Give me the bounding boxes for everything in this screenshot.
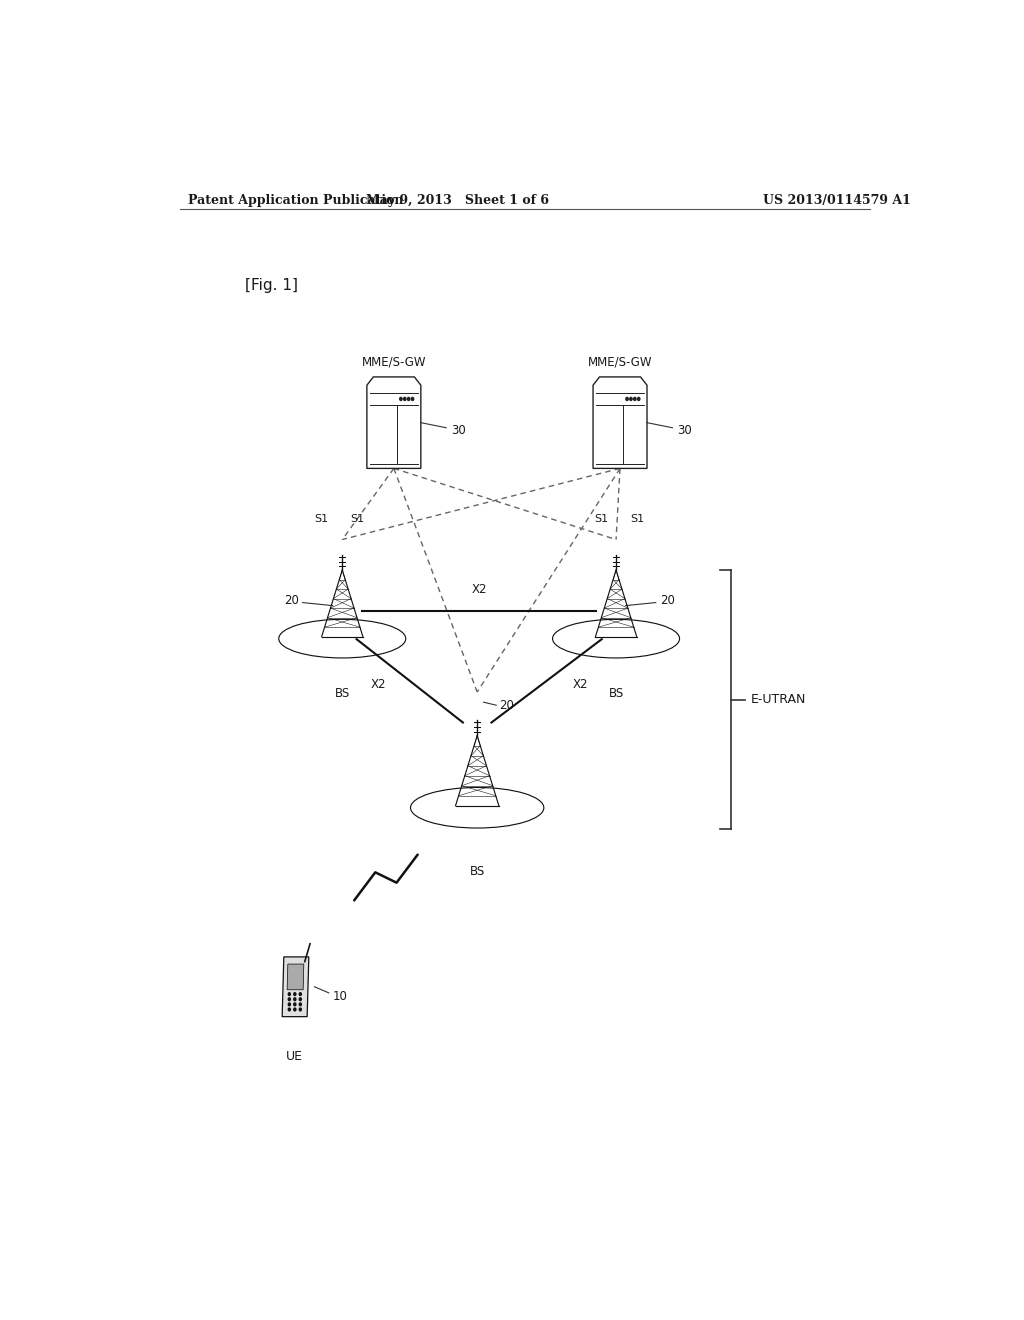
Text: 30: 30	[451, 424, 466, 437]
Polygon shape	[283, 957, 309, 1016]
Polygon shape	[287, 964, 304, 990]
Text: May 9, 2013   Sheet 1 of 6: May 9, 2013 Sheet 1 of 6	[366, 194, 549, 207]
Circle shape	[289, 1003, 291, 1006]
Text: X2: X2	[471, 583, 487, 597]
Text: BS: BS	[470, 865, 484, 878]
Text: 20: 20	[500, 698, 514, 711]
Circle shape	[399, 397, 402, 400]
Circle shape	[626, 397, 629, 400]
Circle shape	[299, 1008, 301, 1011]
Text: MME/S-GW: MME/S-GW	[588, 356, 652, 368]
Text: S1: S1	[350, 515, 365, 524]
Circle shape	[299, 1003, 301, 1006]
Text: 20: 20	[284, 594, 299, 607]
Circle shape	[294, 998, 296, 1001]
Circle shape	[630, 397, 632, 400]
Circle shape	[634, 397, 636, 400]
Text: 10: 10	[333, 990, 347, 1003]
Circle shape	[294, 1008, 296, 1011]
Text: BS: BS	[335, 686, 350, 700]
Text: X2: X2	[572, 678, 588, 690]
Circle shape	[412, 397, 414, 400]
Circle shape	[294, 993, 296, 995]
Text: UE: UE	[286, 1049, 303, 1063]
Text: S1: S1	[594, 515, 608, 524]
Text: Patent Application Publication: Patent Application Publication	[187, 194, 403, 207]
Text: S1: S1	[631, 515, 644, 524]
Text: MME/S-GW: MME/S-GW	[361, 356, 426, 368]
Text: 30: 30	[677, 424, 692, 437]
Text: [Fig. 1]: [Fig. 1]	[246, 279, 298, 293]
Circle shape	[289, 993, 291, 995]
Circle shape	[289, 1008, 291, 1011]
Circle shape	[408, 397, 410, 400]
Text: E-UTRAN: E-UTRAN	[751, 693, 806, 706]
Text: BS: BS	[608, 686, 624, 700]
Text: 20: 20	[659, 594, 675, 607]
Circle shape	[294, 1003, 296, 1006]
Circle shape	[638, 397, 640, 400]
Text: X2: X2	[371, 678, 386, 690]
Circle shape	[299, 998, 301, 1001]
Circle shape	[403, 397, 406, 400]
Circle shape	[299, 993, 301, 995]
Text: S1: S1	[314, 515, 328, 524]
Circle shape	[289, 998, 291, 1001]
Text: US 2013/0114579 A1: US 2013/0114579 A1	[763, 194, 910, 207]
